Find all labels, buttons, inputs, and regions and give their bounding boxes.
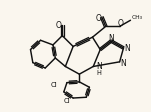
Text: N: N <box>96 62 102 71</box>
Text: Cl: Cl <box>64 97 70 103</box>
Text: N: N <box>108 33 114 42</box>
Text: Cl: Cl <box>50 81 57 87</box>
Text: O: O <box>96 14 102 23</box>
Text: O: O <box>55 21 61 30</box>
Text: CH₃: CH₃ <box>132 15 143 20</box>
Text: H: H <box>96 69 101 75</box>
Text: N: N <box>121 59 126 68</box>
Text: N: N <box>125 44 130 53</box>
Text: O: O <box>117 19 123 28</box>
